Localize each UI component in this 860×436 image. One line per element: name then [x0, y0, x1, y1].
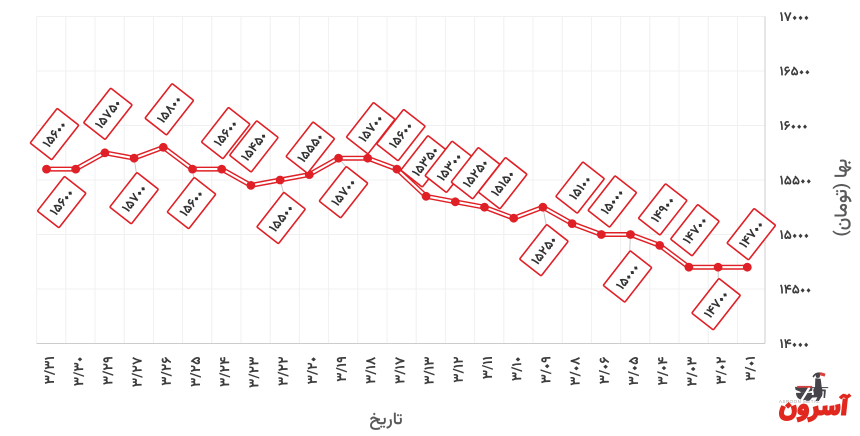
svg-text:ASROON METAL: ASROON METAL	[779, 399, 820, 404]
